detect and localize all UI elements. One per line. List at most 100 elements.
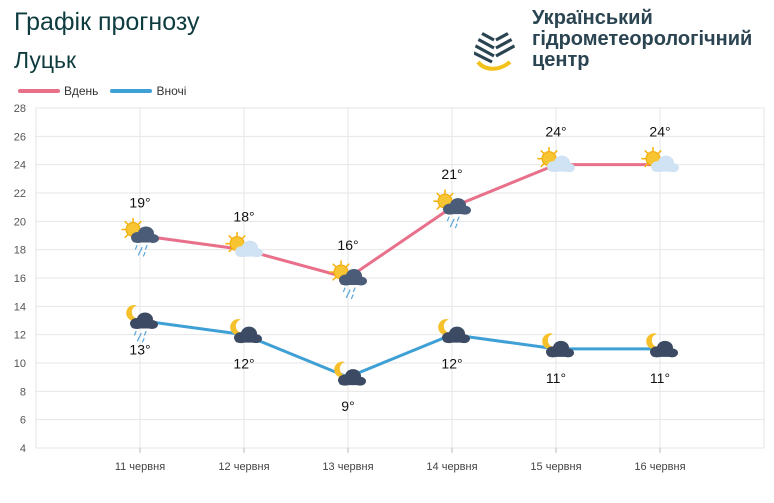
y-tick-label: 20 [14,216,26,228]
night-series-line [139,319,660,379]
page-title: Графік прогнозу [14,8,200,36]
x-tick-label: 13 червня [322,461,373,473]
moon-shape [646,333,660,350]
y-tick-label: 16 [14,273,26,285]
sun-ray [345,263,350,268]
cloud-part [132,236,158,243]
sun-ray [540,150,545,154]
rain-drop [449,222,453,228]
cloud-part [235,336,261,343]
sun-ray [436,206,441,210]
y-tick-label: 10 [14,358,26,370]
sun-ray [553,150,558,154]
sun-ray [228,248,233,253]
sun-cloud-icon [225,231,263,258]
moon-cloud-icon [334,361,366,386]
y-tick-label: 24 [14,160,26,172]
day-data-label: 18° [233,209,254,225]
rain-drop [456,216,460,222]
legend-swatch-night [110,89,153,93]
legend-item-night[interactable]: Вночі [110,84,186,98]
y-tick-label: 6 [20,415,26,427]
rain-drop [143,330,147,336]
cloud-part [340,279,366,285]
sun-ray [449,192,454,197]
rain-drop [454,223,458,229]
night-data-label: 11° [650,370,670,386]
x-tick-label: 14 червня [426,461,477,473]
rain-drop [451,218,455,224]
moon-shape [126,304,140,321]
moon-shape [334,361,348,378]
cloud-part [652,165,678,172]
night-data-label: 12° [441,356,462,372]
sun-ray [124,220,129,225]
y-tick-label: 8 [20,386,26,398]
y-tick-label: 4 [20,443,26,455]
x-tick-label: 11 червня [115,461,165,473]
moon-shape [230,319,244,336]
cloud-part [651,350,677,357]
moon-cloud-icon [542,333,574,358]
moon-cloud-icon [438,319,470,344]
y-tick-label: 28 [14,103,26,115]
rain-drop [133,330,137,336]
sun-ray [332,276,337,281]
y-tick-label: 26 [14,131,26,143]
drop-logo-icon [474,12,516,74]
rain-drop [350,294,354,300]
rain-drop [142,251,146,257]
y-tick-label: 22 [14,188,26,200]
legend-item-day[interactable]: Вдень [18,84,98,98]
night-data-label: 13° [129,342,150,358]
cloud-part [236,250,262,257]
rain-drop [342,287,346,293]
logo-line-2: гідрометеорологічний [532,28,753,50]
cloud-part [547,350,573,357]
y-tick-label: 12 [14,330,26,342]
x-tick-label: 12 червня [218,461,269,473]
day-data-label: 16° [337,237,358,253]
rain-drop [134,244,138,250]
cloud-part [131,322,157,329]
sun-cloud-icon [641,146,679,173]
logo-line-1: Український [532,7,653,29]
sun-ray [644,163,649,168]
sun-ray [644,150,649,154]
day-data-label: 24° [545,124,566,140]
chart-legend: Вдень Вночі [18,84,198,98]
sun-cloud-rain-icon [329,260,367,300]
rain-drop [144,244,148,250]
rain-drop [345,293,349,299]
day-data-label: 19° [129,195,150,211]
day-data-label: 21° [441,166,462,182]
y-tick-label: 14 [14,301,26,313]
cloud-part [548,165,574,172]
rain-drop [347,289,351,295]
rain-drop [137,250,141,256]
sun-ray [657,150,662,154]
night-data-label: 9° [341,398,354,414]
sun-cloud-rain-icon [433,189,471,229]
sun-ray [241,235,246,239]
legend-swatch-day [18,89,60,93]
moon-shape [542,333,556,350]
sun-cloud-rain-icon [121,217,159,257]
ugmc-logo: Український гідрометеорологічний центр [468,8,768,78]
x-tick-label: 15 червня [530,461,581,473]
moon-cloud-icon [230,319,262,344]
moon-cloud-icon [646,333,678,358]
legend-label-day: Вдень [64,84,99,98]
y-tick-label: 18 [14,245,26,257]
rain-drop [136,336,140,342]
rain-drop [141,337,145,343]
cloud-part [444,208,470,215]
sun-ray [137,220,142,225]
sun-cloud-icon [537,146,575,173]
logo-line-3: центр [532,49,590,71]
sun-ray [228,235,233,239]
city-name: Луцьк [14,47,77,73]
legend-label-night: Вночі [156,84,187,98]
rain-drop [138,332,142,338]
